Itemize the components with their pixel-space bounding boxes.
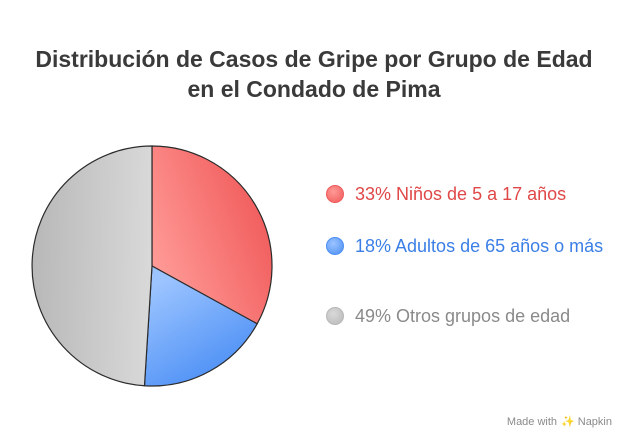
napkin-logo-icon: ✨	[561, 416, 575, 428]
legend-label-seniors: 18% Adultos de 65 años o más	[355, 236, 604, 256]
legend-item-children: 33% Niños de 5 a 17 años	[326, 182, 616, 222]
legend: 33% Niños de 5 a 17 años 18% Adultos de …	[326, 182, 616, 340]
legend-label-others: 49% Otros grupos de edad	[355, 306, 571, 326]
footer-credit: Made with ✨ Napkin	[506, 415, 612, 429]
legend-swatch-children	[326, 185, 344, 203]
legend-item-others: 49% Otros grupos de edad	[326, 304, 616, 328]
pie-slice-seniors	[143, 265, 258, 387]
legend-item-seniors: 18% Adultos de 65 años o más	[326, 234, 616, 292]
legend-swatch-others	[326, 307, 344, 325]
pie-chart	[31, 145, 273, 387]
pie-slice-others	[31, 145, 153, 387]
chart-title: Distribución de Casos de Gripe por Grupo…	[0, 44, 628, 104]
footer-brand: Napkin	[577, 415, 612, 428]
legend-swatch-seniors	[326, 237, 344, 255]
chart-title-line-1: Distribución de Casos de Gripe por Grupo…	[35, 46, 593, 72]
chart-title-line-2: en el Condado de Pima	[187, 76, 441, 102]
legend-label-children: 33% Niños de 5 a 17 años	[355, 184, 567, 204]
pie-slice-children	[151, 145, 273, 325]
footer-made-with: Made with	[506, 415, 558, 428]
